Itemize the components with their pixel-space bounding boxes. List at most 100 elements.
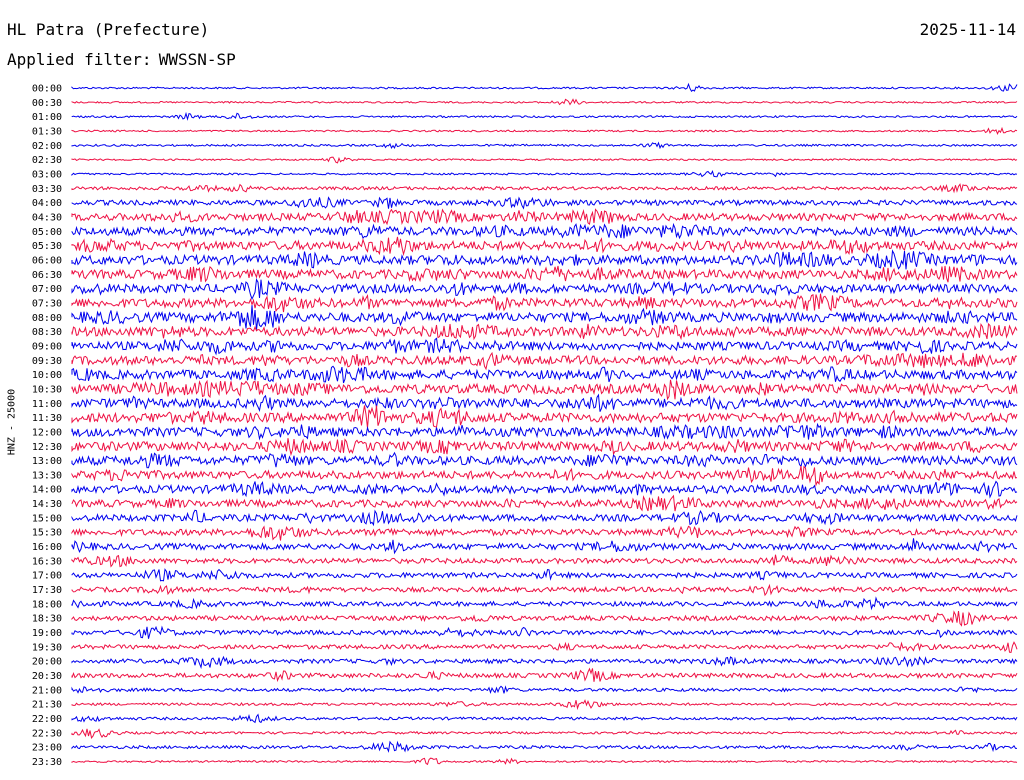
seismic-trace (71, 265, 1018, 283)
seismic-trace (71, 293, 1018, 313)
channel-label: HNZ - 25000 (6, 388, 18, 456)
seismic-trace (71, 757, 1018, 766)
seismic-trace (71, 236, 1018, 257)
time-tick-label: 11:30 (32, 413, 62, 424)
seismic-trace (71, 141, 1018, 150)
time-tick-label: 10:00 (32, 370, 62, 381)
record-date: 2025-11-14 (919, 20, 1016, 39)
time-tick-label: 02:30 (32, 155, 62, 166)
seismic-trace (71, 278, 1018, 301)
time-tick-label: 09:00 (32, 341, 62, 352)
time-tick-label: 15:00 (32, 513, 62, 524)
seismic-trace (71, 728, 1018, 740)
time-tick-label: 18:30 (32, 614, 62, 625)
seismic-trace (71, 525, 1018, 541)
seismic-trace (71, 509, 1018, 527)
time-tick-label: 13:00 (32, 456, 62, 467)
time-tick-label: 14:00 (32, 485, 62, 496)
seismic-trace (71, 667, 1018, 683)
seismic-trace (71, 305, 1018, 330)
seismic-trace (71, 610, 1018, 627)
seismic-trace (71, 222, 1018, 240)
time-tick-label: 02:00 (32, 141, 62, 152)
seismic-trace (71, 208, 1018, 226)
seismic-trace (71, 655, 1018, 670)
time-tick-label: 05:00 (32, 227, 62, 238)
seismic-trace (71, 196, 1018, 210)
seismic-trace (71, 583, 1018, 597)
time-tick-label: 08:00 (32, 313, 62, 324)
time-tick-label: 19:30 (32, 642, 62, 653)
seismic-trace (71, 249, 1018, 270)
time-tick-label: 04:00 (32, 198, 62, 209)
seismic-trace (71, 169, 1018, 178)
seismic-trace (71, 365, 1018, 384)
time-tick-label: 22:00 (32, 714, 62, 725)
seismic-trace (71, 538, 1018, 555)
time-tick-label: 17:00 (32, 571, 62, 582)
seismic-trace (71, 554, 1018, 568)
time-tick-label: 23:30 (32, 757, 62, 768)
time-tick-label: 09:30 (32, 356, 62, 367)
time-tick-label: 07:30 (32, 298, 62, 309)
time-tick-label: 23:00 (32, 743, 62, 754)
seismic-trace (71, 438, 1018, 457)
time-tick-label: 16:00 (32, 542, 62, 553)
time-tick-label: 06:00 (32, 255, 62, 266)
time-tick-label: 13:30 (32, 470, 62, 481)
seismic-trace (71, 98, 1018, 106)
trace-group (71, 82, 1018, 766)
time-tick-label: 20:00 (32, 657, 62, 668)
seismic-trace (71, 596, 1018, 611)
seismic-trace (71, 494, 1018, 512)
time-tick-label: 01:00 (32, 112, 62, 123)
seismic-trace (71, 465, 1018, 487)
time-tick-label: 22:30 (32, 728, 62, 739)
seismic-trace (71, 405, 1018, 429)
seismic-trace (71, 379, 1018, 401)
time-tick-label: 04:30 (32, 212, 62, 223)
time-tick-label: 07:00 (32, 284, 62, 295)
time-tick-label: 00:00 (32, 84, 62, 95)
seismic-trace (71, 568, 1018, 582)
seismic-trace (71, 713, 1018, 724)
seismic-trace (71, 322, 1018, 341)
seismic-trace (71, 393, 1018, 412)
time-tick-label: 20:30 (32, 671, 62, 682)
time-tick-label: 21:30 (32, 700, 62, 711)
seismic-trace (71, 183, 1018, 194)
seismic-trace (71, 111, 1018, 121)
time-tick-label: 03:30 (32, 184, 62, 195)
seismic-trace (71, 82, 1018, 92)
time-tick-label: 18:00 (32, 599, 62, 610)
time-tick-label: 15:30 (32, 528, 62, 539)
time-tick-label: 01:30 (32, 126, 62, 137)
seismic-trace (71, 126, 1018, 135)
time-tick-label: 12:00 (32, 427, 62, 438)
seismic-trace (71, 685, 1018, 694)
time-tick-label: 19:00 (32, 628, 62, 639)
seismic-trace (71, 422, 1018, 441)
seismic-trace (71, 699, 1018, 711)
time-tick-label: 16:30 (32, 556, 62, 567)
time-tick-label: 10:30 (32, 384, 62, 395)
seismic-trace (71, 641, 1018, 653)
filter-line: Applied filter: WWSSN-SP (7, 50, 236, 69)
time-tick-label: 21:00 (32, 685, 62, 696)
time-tick-label: 05:30 (32, 241, 62, 252)
time-tick-label: 00:30 (32, 98, 62, 109)
time-tick-label: 03:00 (32, 169, 62, 180)
seismic-trace (71, 351, 1018, 371)
time-tick-label: 06:30 (32, 270, 62, 281)
time-tick-label: 12:30 (32, 442, 62, 453)
filter-label: Applied filter: (7, 50, 152, 69)
time-tick-labels: 00:00 00:30 01:00 01:30 02:00 02:30 03:00 03:30… (32, 84, 62, 769)
seismic-trace (71, 451, 1018, 469)
seismic-trace (71, 625, 1018, 639)
filter-value: WWSSN-SP (158, 50, 236, 69)
time-tick-label: 08:30 (32, 327, 62, 338)
seismic-trace (71, 740, 1017, 753)
station-title: HL Patra (Prefecture) (7, 20, 210, 39)
seismic-trace (71, 480, 1018, 499)
